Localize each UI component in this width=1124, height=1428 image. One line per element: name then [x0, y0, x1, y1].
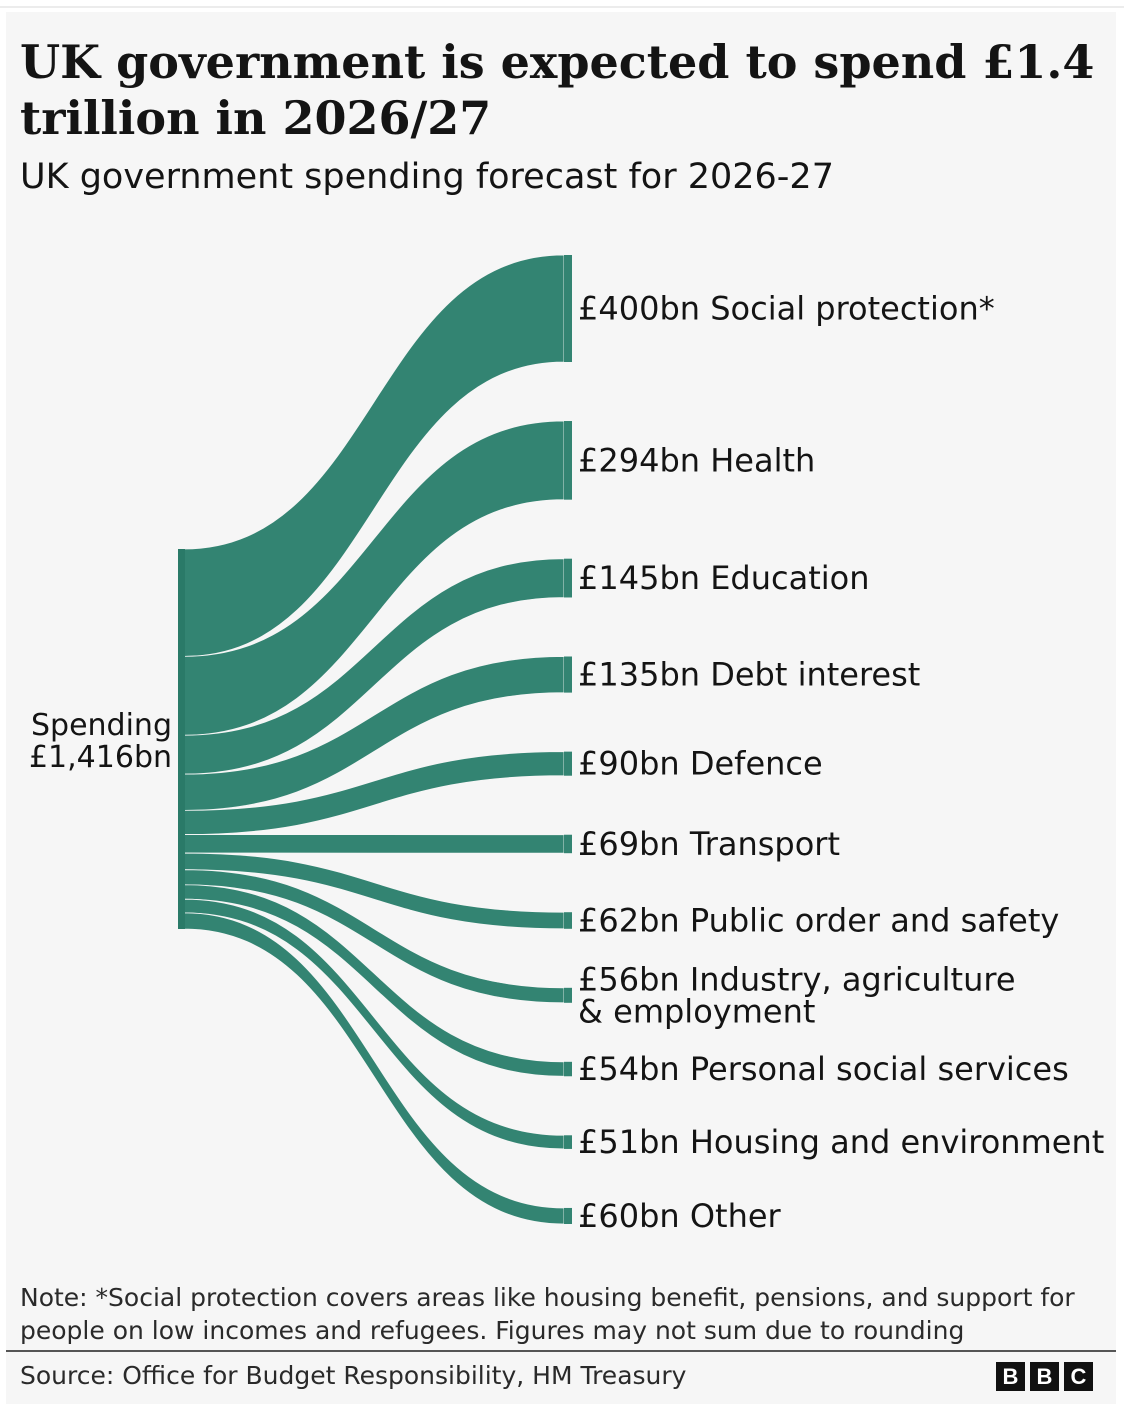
category-label: £60bn Other — [578, 1197, 782, 1235]
bbc-logo: B B C — [996, 1362, 1093, 1392]
target-bar-debt-interest — [564, 656, 572, 693]
logo-letter-b1: B — [996, 1362, 1025, 1391]
target-bar-defence — [564, 751, 572, 776]
category-label: £62bn Public order and safety — [578, 902, 1059, 940]
target-bar-public-order-and-safety — [564, 912, 572, 929]
flow-debt-interest — [183, 656, 565, 811]
target-bar-education — [564, 558, 572, 598]
footer-rule — [6, 1350, 1116, 1352]
category-label: £294bn Health — [578, 441, 815, 479]
flow-education — [183, 558, 565, 775]
chart-subtitle: UK government spending forecast for 2026… — [20, 157, 834, 197]
target-bar-other — [564, 1207, 572, 1224]
category-label: £54bn Personal social services — [578, 1050, 1069, 1088]
flow-industry-agriculture-employment — [183, 869, 565, 1004]
category-label: £135bn Debt interest — [578, 656, 920, 694]
source-label-value: £1,416bn — [29, 740, 172, 775]
top-divider — [0, 6, 1124, 8]
source-credit: Source: Office for Budget Responsibility… — [20, 1361, 687, 1390]
target-bar-industry-agriculture-employment — [564, 987, 572, 1003]
flow-transport — [183, 834, 565, 854]
chart-title: UK government is expected to spend £1.4 … — [20, 35, 1095, 145]
category-label: £56bn Industry, agriculture — [578, 960, 1016, 998]
sankey-chart: Spending £1,416bn £400bn Social protecti… — [29, 254, 1104, 1235]
category-label: £51bn Housing and environment — [578, 1123, 1104, 1161]
target-bar-group — [564, 255, 572, 1224]
category-label: £90bn Defence — [578, 745, 823, 783]
flow-group — [183, 254, 565, 1225]
target-bar-health — [564, 421, 572, 500]
category-label: £69bn Transport — [578, 825, 840, 863]
flow-housing-and-environment — [183, 898, 565, 1150]
target-bar-personal-social-services — [564, 1061, 572, 1077]
source-node-bar — [178, 549, 185, 929]
category-label-group: £400bn Social protection* £294bn Health £1… — [578, 290, 1104, 1235]
source-label-line1: Spending — [31, 708, 172, 743]
category-label: £400bn Social protection* — [578, 290, 995, 328]
logo-letter-c: C — [1064, 1362, 1093, 1391]
target-bar-housing-and-environment — [564, 1135, 572, 1149]
target-bar-social-protection — [564, 255, 572, 362]
logo-letter-b2: B — [1030, 1362, 1059, 1391]
category-label: & employment — [578, 992, 815, 1030]
target-bar-transport — [564, 834, 572, 854]
category-label: £145bn Education — [578, 559, 870, 597]
chart-note: Note: *Social protection covers areas li… — [20, 1283, 1075, 1345]
